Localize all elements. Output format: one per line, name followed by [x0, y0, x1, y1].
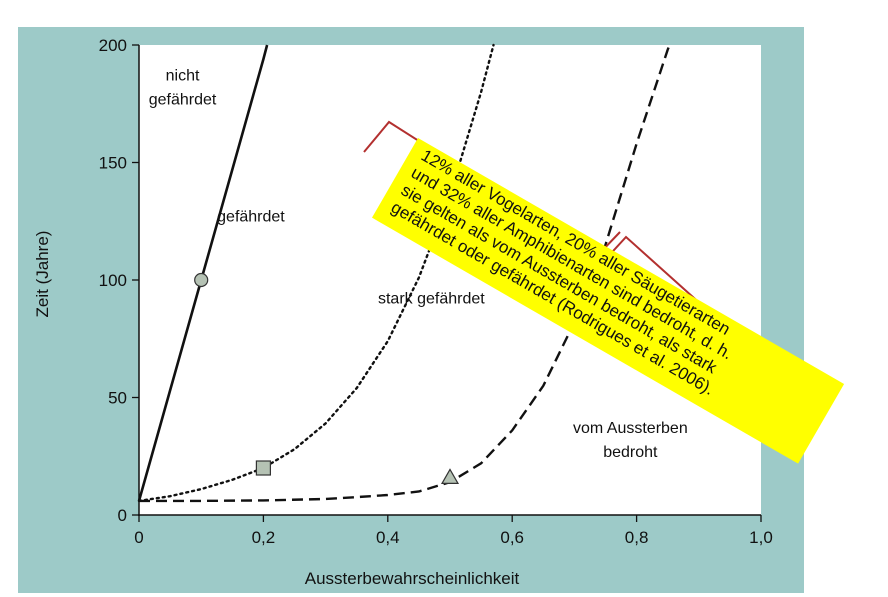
- x-tick-label: 0,6: [500, 528, 524, 547]
- marker-square: [255, 460, 271, 476]
- series-solid-line: [137, 44, 269, 502]
- plot-area: [139, 45, 761, 515]
- y-tick-label: 150: [99, 154, 127, 173]
- region-label-line: stark gefährdet: [378, 291, 485, 308]
- x-tick-label: 0,8: [625, 528, 649, 547]
- region-label: nicht gefährdet: [149, 67, 217, 108]
- region-label: vom Aussterben bedroht: [573, 420, 688, 461]
- region-label: gefährdet: [217, 208, 285, 225]
- x-tick-label: 0,4: [376, 528, 400, 547]
- marker-triangle: [440, 468, 460, 484]
- marker-circle: [194, 272, 209, 288]
- y-tick-label: 0: [118, 506, 127, 525]
- y-tick-label: 50: [108, 389, 127, 408]
- x-axis-title: Aussterbewahrscheinlichkeit: [305, 569, 520, 588]
- region-label-line: gefährdet: [149, 91, 217, 108]
- y-axis-title: Zeit (Jahre): [33, 231, 52, 318]
- series-dashed-line: [139, 44, 671, 503]
- region-label: stark gefährdet: [378, 291, 485, 308]
- x-tick-label: 0,2: [252, 528, 276, 547]
- y-tick-label: 200: [99, 36, 127, 55]
- region-label-line: vom Aussterben: [573, 420, 688, 437]
- region-label-line: nicht: [166, 67, 200, 84]
- region-label-line: bedroht: [603, 444, 658, 461]
- x-tick-label: 1,0: [749, 528, 773, 547]
- region-label-line: gefährdet: [217, 208, 285, 225]
- y-tick-label: 100: [99, 271, 127, 290]
- x-tick-label: 0: [134, 528, 143, 547]
